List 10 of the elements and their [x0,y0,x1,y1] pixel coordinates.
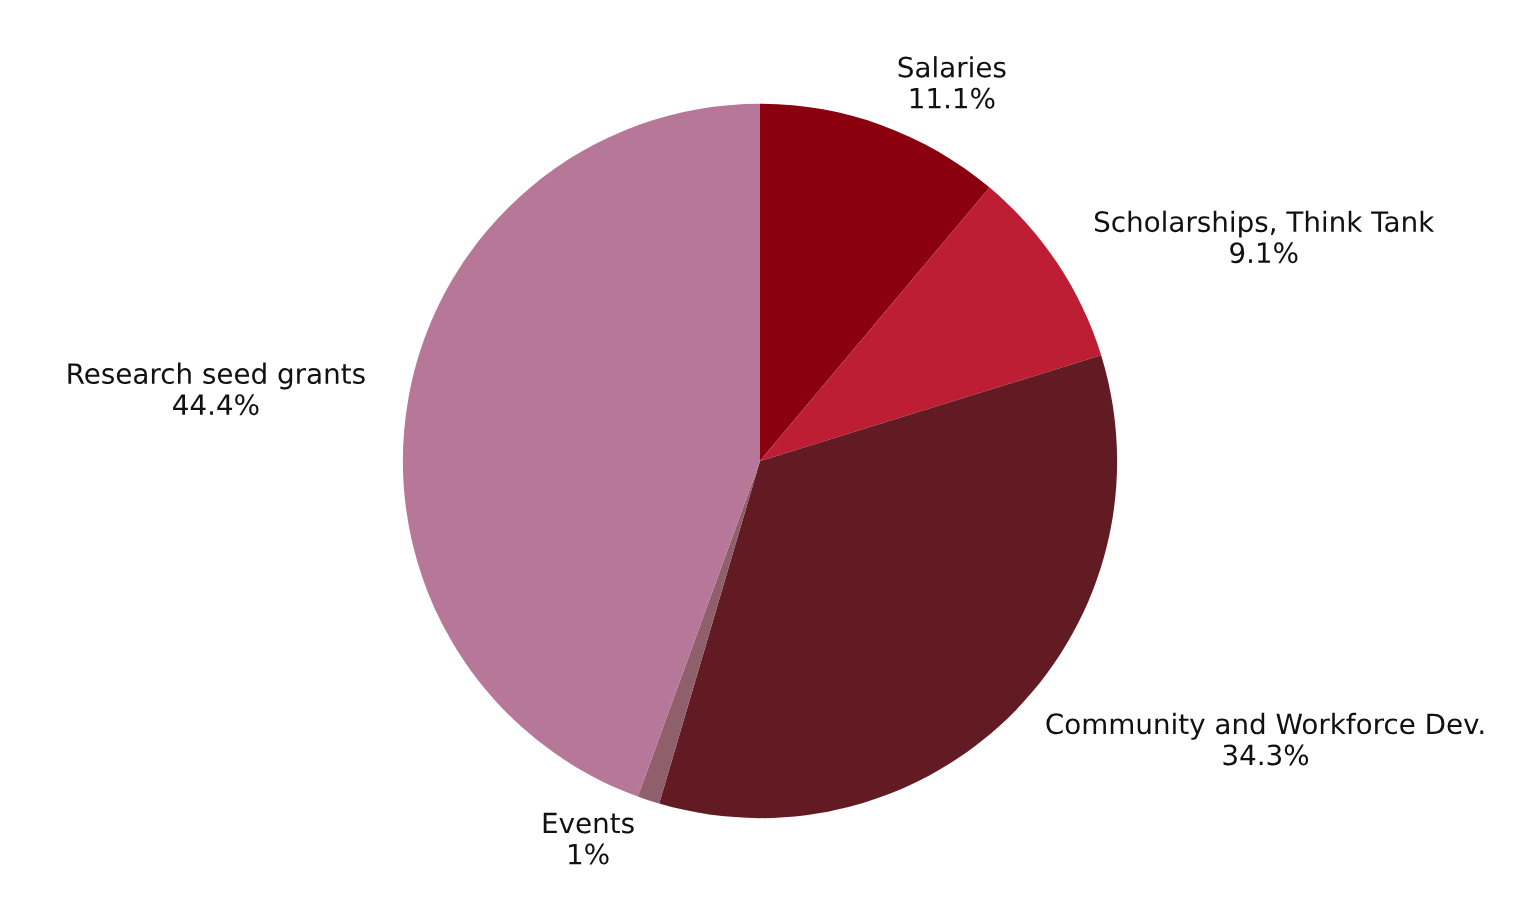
slice-label: Community and Workforce Dev. [1046,712,1484,740]
data-label: 34.3% [1223,744,1309,766]
slice-label: Salaries [898,56,1006,78]
data-label: 11.1% [910,87,995,109]
slice-label: Events [543,812,634,834]
slice-label: Research seed grants [68,362,365,390]
data-label: 9.1% [1230,242,1298,264]
slice-label: Scholarships, Think Tank [1094,210,1435,238]
data-label: 1% [569,843,609,865]
data-label: 44.4% [173,394,259,416]
